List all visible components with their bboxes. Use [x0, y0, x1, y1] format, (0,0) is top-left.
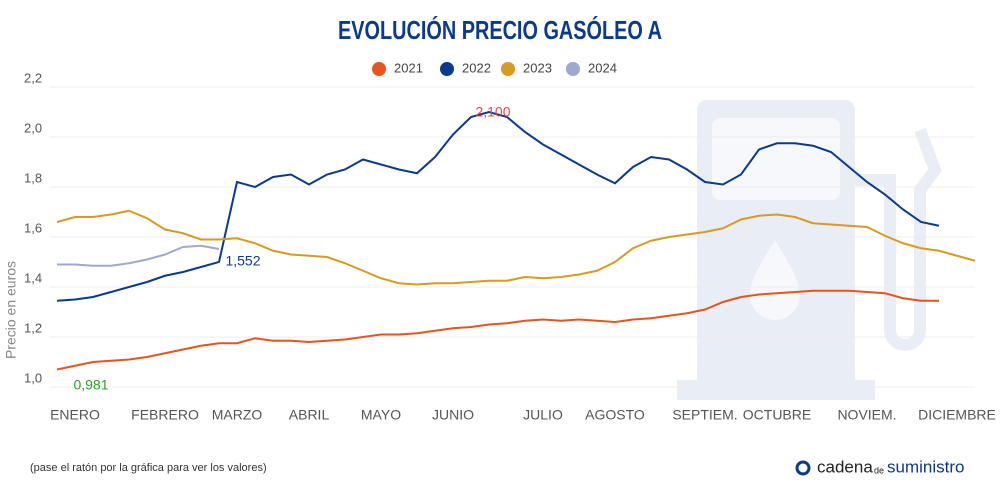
pump-watermark [677, 100, 942, 400]
logo-text: de [874, 465, 884, 475]
y-axis-label: Precio en euros [3, 261, 19, 359]
legend-label: 2022 [462, 60, 491, 75]
series-line [56, 289, 939, 371]
legend-marker [440, 62, 454, 76]
footer-note: (pase el ratón por la gráfica para ver l… [30, 462, 267, 474]
y-tick-label: 1,2 [24, 320, 42, 335]
logo-text: cadena [817, 457, 873, 476]
legend-marker [501, 62, 515, 76]
x-tick-label: SEPTIEM. [672, 407, 737, 423]
annotation: 2,100 [475, 104, 510, 120]
chart-title: EVOLUCIÓN PRECIO GASÓLEO A [338, 15, 662, 45]
series-line [57, 244, 220, 267]
x-tick-label: MARZO [212, 407, 263, 423]
x-tick-label: JUNIO [432, 407, 474, 423]
y-tick-label: 1,8 [24, 170, 42, 185]
x-tick-label: JULIO [523, 407, 563, 423]
logo-text: suministro [887, 457, 964, 476]
x-tick-label: ABRIL [289, 407, 330, 423]
x-tick-label: ENERO [50, 407, 100, 423]
x-tick-label: FEBRERO [131, 407, 199, 423]
legend-marker [372, 62, 386, 76]
series-line [56, 209, 976, 286]
y-tick-label: 2,2 [24, 70, 42, 85]
series-line [56, 110, 940, 302]
legend-label: 2023 [523, 60, 552, 75]
x-tick-label: MAYO [361, 407, 401, 423]
legend-label: 2021 [394, 60, 423, 75]
annotation: 0,981 [73, 377, 108, 393]
y-tick-label: 1,6 [24, 220, 42, 235]
x-tick-label: NOVIEM. [837, 407, 896, 423]
x-tick-label: OCTUBRE [743, 407, 811, 423]
x-tick-label: DICIEMBRE [918, 407, 996, 423]
logo: cadena de suministro [795, 457, 964, 476]
logo-icon [795, 460, 811, 476]
annotation: 1,552 [225, 253, 260, 269]
legend-marker [566, 62, 580, 76]
x-tick-label: AGOSTO [585, 407, 645, 423]
y-tick-label: 1,0 [24, 370, 42, 385]
y-tick-label: 2,0 [24, 120, 42, 135]
y-tick-label: 1,4 [24, 270, 42, 285]
legend-label: 2024 [588, 60, 617, 75]
